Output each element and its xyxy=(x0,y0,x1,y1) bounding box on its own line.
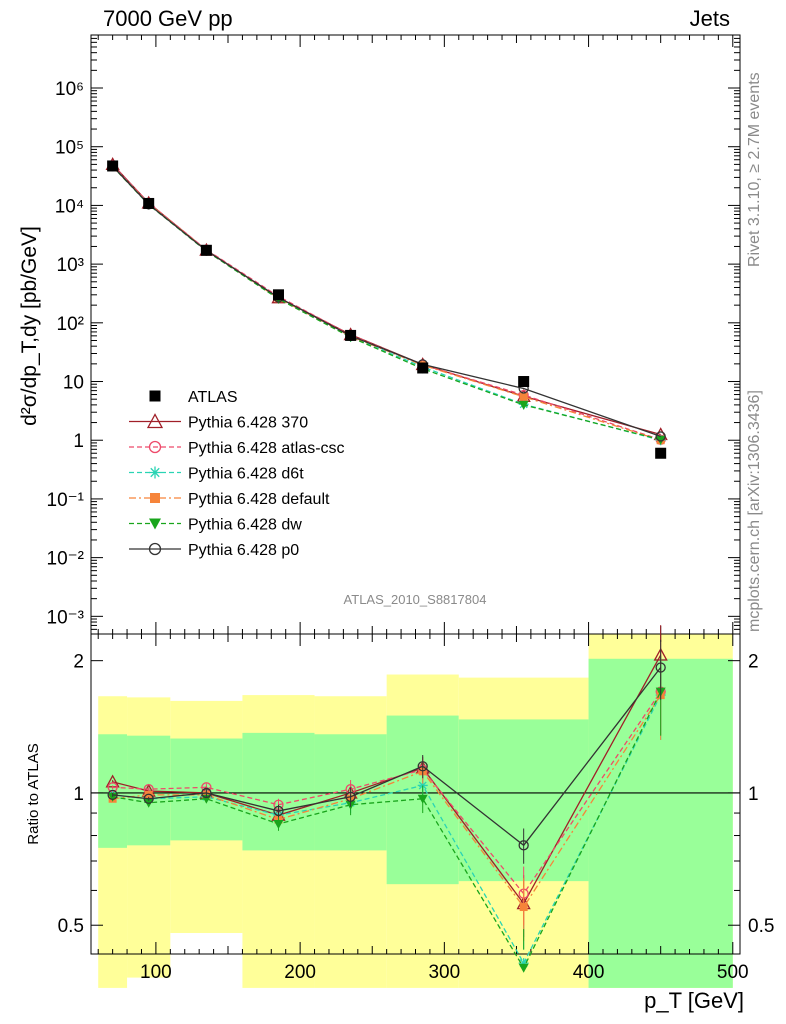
ratio-uncertainty-bands xyxy=(98,634,733,988)
legend-label-atlas_csc: Pythia 6.428 atlas-csc xyxy=(188,440,345,457)
legend-marker-dw xyxy=(149,518,161,530)
data-point-atlas xyxy=(417,362,429,374)
ratio-y-tick-label: 2 xyxy=(73,652,84,673)
ratio-y-tick-label-right: 0.5 xyxy=(748,916,774,937)
y-tick-label: 10⁻³ xyxy=(47,607,85,628)
y-tick-label: 1 xyxy=(73,431,84,452)
ratio-point-p0 xyxy=(107,789,118,801)
ratio-point-p0 xyxy=(201,787,212,799)
series-point-dw xyxy=(518,400,529,410)
legend-label-default: Pythia 6.428 default xyxy=(188,491,330,508)
analysis-label: ATLAS_2010_S8817804 xyxy=(344,592,487,607)
series-point-dw xyxy=(655,435,666,445)
legend-label-data: ATLAS xyxy=(188,389,238,406)
legend-marker-default xyxy=(150,493,160,503)
y-tick-label: 10⁵ xyxy=(55,138,84,159)
ratio-y-tick-label-right: 2 xyxy=(748,652,759,673)
legend-label-p370: Pythia 6.428 370 xyxy=(188,415,308,432)
y-tick-label: 10⁻² xyxy=(47,549,85,570)
ratio-point-p0 xyxy=(417,761,428,772)
main-panel-frame: 10⁻³ 10⁻² 10⁻¹ 1 10 10² 10³ 10⁴ 10⁵ 10⁶ d²σ/dp_T,d… xyxy=(18,34,741,635)
ratio-panel-plot xyxy=(105,625,668,973)
legend-marker-p0 xyxy=(148,542,162,556)
legend-marker-d6t xyxy=(149,466,161,479)
ratio-panel-frame: 100 200 300 400 500 p_T [GeV] 0.5 0.5 1 1 2 2 Ratio … xyxy=(25,35,774,1013)
ratio-line-p0 xyxy=(112,667,662,847)
ratio-point-dw xyxy=(518,963,529,973)
ratio-point-default xyxy=(519,903,528,912)
ratio-point-d6t xyxy=(417,780,428,791)
ratio-y-axis-label: Ratio to ATLAS xyxy=(25,743,42,844)
ratio-point-p0 xyxy=(273,805,284,817)
x-axis-label: p_T [GeV] xyxy=(644,988,744,1013)
series-point-p0 xyxy=(655,431,666,442)
ratio-point-p0 xyxy=(143,793,154,804)
legend-label-p0: Pythia 6.428 p0 xyxy=(188,542,299,559)
ratio-line-atlas_csc xyxy=(112,691,662,895)
ratio-band-green xyxy=(242,732,315,851)
y-tick-label: 10³ xyxy=(57,255,84,276)
header-left: 7000 GeV pp xyxy=(103,6,233,31)
ratio-point-p0 xyxy=(518,840,529,851)
x-tick-label: 200 xyxy=(284,962,316,983)
ratio-point-p0 xyxy=(655,662,666,673)
header-right: Jets xyxy=(689,6,730,31)
data-point-atlas xyxy=(107,160,119,172)
y-tick-label: 10 xyxy=(63,373,84,394)
data-point-atlas xyxy=(200,244,212,256)
x-tick-label: 400 xyxy=(573,962,605,983)
ratio-line-default xyxy=(112,694,662,909)
y-tick-label: 10² xyxy=(57,314,84,335)
ratio-y-tick-label: 0.5 xyxy=(58,916,84,937)
legend-label-d6t: Pythia 6.428 d6t xyxy=(188,466,304,483)
legend-marker-atlas_csc xyxy=(148,440,162,454)
data-point-atlas xyxy=(272,289,284,301)
data-point-atlas xyxy=(345,329,357,341)
legend-marker-p370 xyxy=(146,413,164,429)
series-line-p0 xyxy=(112,165,661,438)
legend-label-dw: Pythia 6.428 dw xyxy=(188,517,302,534)
y-tick-label: 10⁴ xyxy=(55,196,84,217)
ratio-point-d6t xyxy=(518,958,529,969)
y-tick-label: 10⁶ xyxy=(55,79,84,100)
ratio-line-dw xyxy=(112,691,662,970)
data-point-atlas xyxy=(518,376,530,388)
ratio-y-tick-label: 1 xyxy=(73,784,84,805)
ratio-point-p0 xyxy=(345,791,356,802)
x-tick-label: 300 xyxy=(428,962,460,983)
x-tick-label: 100 xyxy=(140,962,172,983)
ratio-line-d6t xyxy=(112,694,662,965)
data-point-atlas xyxy=(143,197,155,209)
ratio-point-dw xyxy=(417,794,428,804)
main-panel-plot xyxy=(105,157,668,459)
ratio-y-tick-label-right: 1 xyxy=(748,784,759,805)
data-point-atlas xyxy=(655,447,667,459)
series-point-default xyxy=(519,392,528,401)
ratio-point-dw xyxy=(273,819,284,829)
y-tick-label: 10⁻¹ xyxy=(47,490,85,511)
x-tick-label: 500 xyxy=(717,962,749,983)
legend-marker-data xyxy=(149,390,161,402)
legend: ATLAS Pythia 6.428 370 Pythia 6.428 atlas-… xyxy=(129,389,345,559)
y-axis-label: d²σ/dp_T,dy [pb/GeV] xyxy=(18,226,41,426)
